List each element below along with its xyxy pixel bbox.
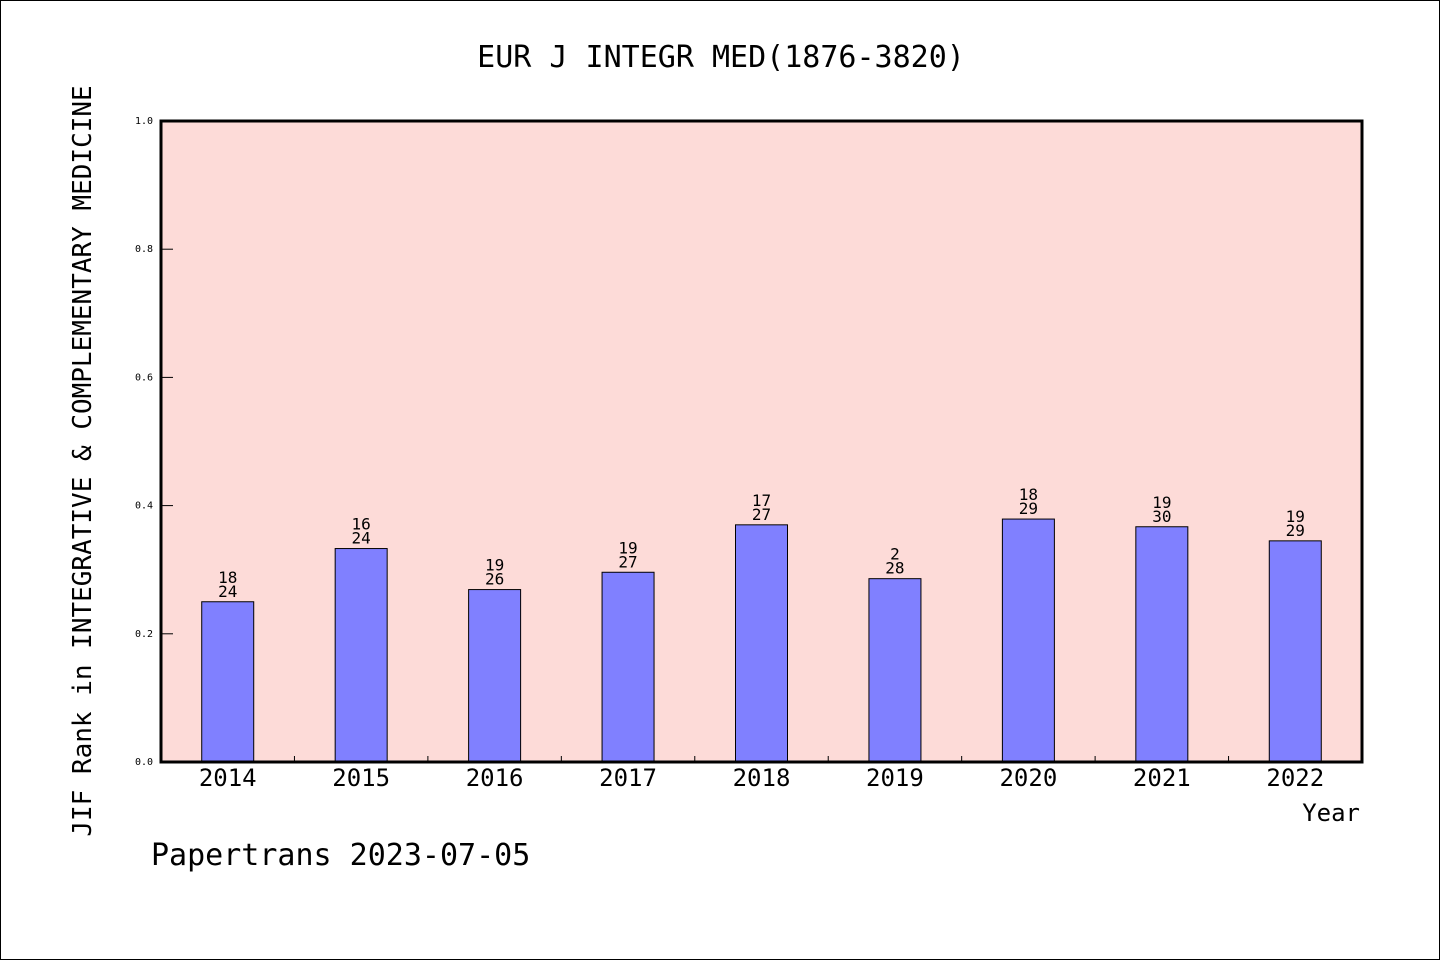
bar-total-label-2021: 30 bbox=[1152, 507, 1171, 526]
bar-total-label-2018: 27 bbox=[752, 505, 771, 524]
bar-2020 bbox=[1001, 518, 1055, 763]
x-axis-label: Year bbox=[1302, 799, 1360, 827]
bar-total-label-2015: 24 bbox=[352, 529, 371, 548]
bar-rank-label-2022: 19 bbox=[1286, 507, 1305, 526]
bar-rank-label-2020: 18 bbox=[1019, 485, 1038, 504]
x-tick-label-2019: 2019 bbox=[866, 764, 924, 792]
x-tick-label-2022: 2022 bbox=[1266, 764, 1324, 792]
y-tick-label: 0.4 bbox=[135, 501, 153, 512]
bar-2016 bbox=[468, 589, 522, 763]
x-tick-label-2021: 2021 bbox=[1133, 764, 1191, 792]
bar-rank-label-2014: 18 bbox=[218, 568, 237, 587]
x-tick-label-2018: 2018 bbox=[733, 764, 791, 792]
bar-total-label-2017: 27 bbox=[618, 552, 637, 571]
y-tick-label: 0.6 bbox=[135, 372, 153, 383]
bar-total-label-2022: 29 bbox=[1286, 521, 1305, 540]
x-tick-label-2017: 2017 bbox=[599, 764, 657, 792]
bar-2014 bbox=[201, 601, 255, 763]
bar-rank-label-2021: 19 bbox=[1152, 493, 1171, 512]
x-tick-label-2016: 2016 bbox=[466, 764, 524, 792]
bar-rank-label-2018: 17 bbox=[752, 491, 771, 510]
x-axis-ticks: 2014 2015 2016 2017 2018 2019 2020 2021 2022 bbox=[199, 756, 1324, 792]
bar-rank-label-2015: 16 bbox=[352, 515, 371, 534]
bar-rank-label-2016: 19 bbox=[485, 556, 504, 575]
footer-text: Papertrans 2023-07-05 bbox=[151, 838, 530, 873]
x-tick-label-2015: 2015 bbox=[332, 764, 390, 792]
bar-total-label-2014: 24 bbox=[218, 582, 237, 601]
y-tick-label: 0.2 bbox=[135, 629, 153, 640]
bar-rank-label-2017: 19 bbox=[618, 538, 637, 557]
y-tick-label: 0.0 bbox=[135, 757, 153, 768]
bar-total-label-2019: 28 bbox=[885, 559, 904, 578]
y-tick-label: 0.8 bbox=[135, 244, 153, 255]
bar-2021 bbox=[1135, 526, 1189, 763]
y-tick-label: 1.0 bbox=[135, 116, 153, 127]
bar-2018 bbox=[735, 524, 788, 763]
bar-total-label-2020: 29 bbox=[1019, 499, 1038, 518]
bar-2022 bbox=[1268, 540, 1322, 763]
chart-title: EUR J INTEGR MED(1876-3820) bbox=[477, 40, 965, 75]
x-tick-label-2020: 2020 bbox=[999, 764, 1057, 792]
bar-2015 bbox=[334, 548, 388, 763]
bar-total-label-2016: 26 bbox=[485, 570, 504, 589]
bar-2019 bbox=[868, 578, 922, 763]
bar-2017 bbox=[601, 571, 655, 763]
y-axis-label: JIF Rank in INTEGRATIVE & COMPLEMENTARY … bbox=[68, 85, 98, 836]
plot-border bbox=[159, 119, 1364, 764]
bar-rank-label-2019: 2 bbox=[890, 545, 900, 564]
x-tick-label-2014: 2014 bbox=[199, 764, 257, 792]
